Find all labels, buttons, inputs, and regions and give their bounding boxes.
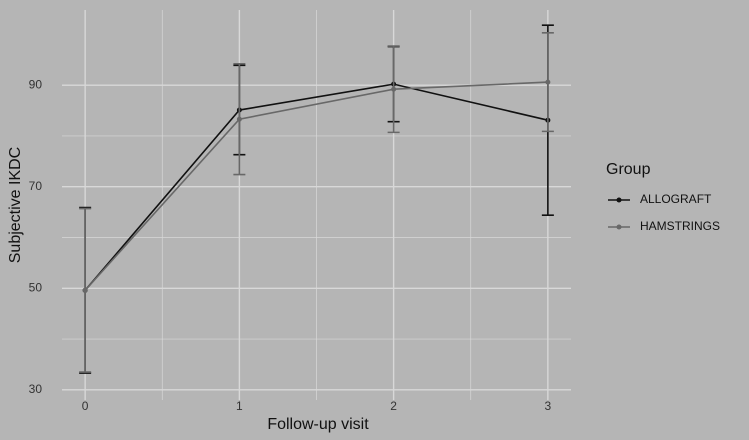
x-tick-label: 2 [390, 399, 397, 413]
legend-label: ALLOGRAFT [640, 192, 712, 206]
x-tick-label: 1 [236, 399, 243, 413]
legend-title: Group [606, 161, 651, 178]
y-tick-label: 30 [29, 382, 43, 396]
y-tick-label: 90 [29, 77, 43, 91]
x-tick-label: 0 [82, 399, 89, 413]
point [545, 79, 551, 85]
y-tick-label: 50 [29, 280, 43, 294]
series-line [84, 83, 549, 291]
x-tick-label: 3 [545, 399, 552, 413]
x-axis-title: Follow-up visit [267, 416, 369, 433]
legend-key [616, 224, 622, 230]
legend-key [616, 197, 622, 203]
y-tick-label: 70 [29, 179, 43, 193]
legend-label: HAMSTRINGS [640, 219, 720, 233]
point [236, 116, 242, 122]
series-line [84, 81, 548, 291]
y-axis-title: Subjective IKDC [7, 147, 24, 264]
point [82, 287, 88, 293]
point [391, 86, 397, 92]
